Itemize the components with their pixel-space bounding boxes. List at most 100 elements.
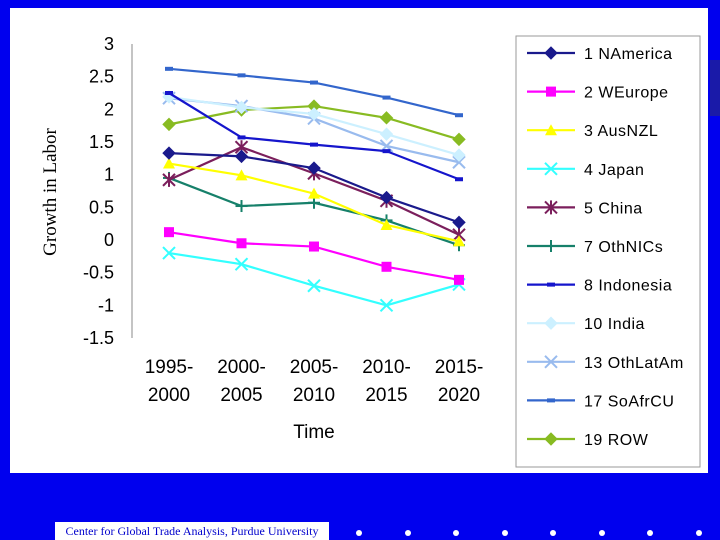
series-1-namerica [162,146,466,230]
marker-triangle [163,157,175,169]
footer-dot [695,530,702,536]
x-tick-label: 2015- [435,357,484,378]
x-tick-label: 1995- [145,357,194,378]
marker-square [546,86,556,97]
legend-label: 4 Japan [584,162,644,179]
marker-square [454,274,464,285]
x-tick-label: 2015 [365,385,407,406]
marker-dash [382,149,391,154]
marker-dash [547,282,555,287]
marker-triangle [545,124,557,136]
footer-label: Center for Global Trade Analysis, Purdue… [55,522,329,540]
series-4-japan [162,246,466,313]
legend-item: 3 AusNZL [527,123,658,140]
marker-x-stroke [307,279,321,293]
series-8-indonesia [165,91,463,182]
legend-label: 19 ROW [584,432,649,449]
legend: 1 NAmerica 2 WEurope 3 AusNZL 4 Japan 5 Chin… [527,46,684,449]
x-tick-label: 2010 [293,385,335,406]
marker-dash [455,113,463,118]
marker-diamond [307,107,321,121]
marker-diamond [234,100,249,115]
y-tick-label: 0 [104,230,114,250]
y-tick-label: -1.5 [83,328,114,348]
marker-x-stroke [379,298,394,313]
legend-item: 8 Indonesia [527,278,672,295]
series-17-soafrcu [165,66,463,118]
legend-label: 5 China [584,200,643,217]
x-axis-ticks: 1995- 2000 2000- 2005 2005- 2010 2010- 2015 2015… [145,357,484,406]
legend-label: 1 NAmerica [584,46,673,63]
marker-diamond [452,148,466,162]
marker-dash [547,398,555,403]
footer-dot [356,530,362,536]
marker-dash [237,135,246,140]
marker-dash [455,177,463,182]
marker-dash [310,142,318,147]
x-tick-label: 2005- [290,357,339,378]
marker-dash [382,95,391,100]
marker-diamond [379,127,394,141]
marker-x-stroke [452,155,466,169]
legend-item: 19 ROW [527,432,649,449]
y-tick-label: 0.5 [89,197,114,217]
marker-x-stroke [162,246,176,260]
marker-triangle [380,218,393,230]
marker-diamond [452,215,466,230]
legend-label: 2 WEurope [584,85,669,102]
marker-x-stroke [544,355,558,369]
x-tick-label: 2000- [217,357,266,378]
legend-item: 1 NAmerica [527,46,673,63]
marker-dash [237,73,246,78]
marker-diamond [544,316,558,330]
series-2-weurope [164,227,464,285]
series-line [168,251,460,307]
footer-dot [501,530,508,536]
marker-square [164,227,174,238]
marker-diamond [379,190,394,205]
series-19-row [162,99,466,147]
footer-dot [550,530,556,536]
series-line [168,231,460,281]
marker-diamond [234,149,249,164]
legend-item: 5 China [527,200,643,217]
marker-diamond [162,117,176,132]
marker-triangle [308,187,320,199]
marker-diamond [544,432,558,446]
footer-dot [453,530,459,536]
footer-dot [598,530,605,536]
marker-diamond [307,161,321,175]
marker-square [381,261,392,272]
series-3-ausnzl [163,157,465,247]
legend-item: 17 SoAfrCU [527,393,674,410]
marker-dash [165,66,173,71]
marker-diamond [162,146,176,160]
series-layer [162,66,466,313]
footer-dot [404,530,411,536]
y-tick-label: -0.5 [83,263,114,283]
edge-accent [710,60,720,116]
y-tick-label: 2 [104,99,114,119]
legend-label: 8 Indonesia [584,278,672,295]
legend-item: 10 India [527,316,644,333]
marker-diamond [452,132,466,147]
marker-square [236,238,247,249]
legend-item: 2 WEurope [527,85,669,102]
y-tick-label: -1 [98,295,114,315]
legend-item: 13 OthLatAm [527,355,684,372]
legend-box [515,35,701,468]
series-7-othnics [163,171,465,252]
marker-x-stroke [234,257,249,271]
y-axis-ticks: 3 2.5 2 1.5 1 0.5 0 -0.5 -1 -1.5 [83,34,114,348]
footer-dot [647,530,653,536]
legend-label: 7 OthNICs [584,239,663,256]
marker-x-stroke [544,162,558,176]
legend-item: 7 OthNICs [527,239,663,256]
marker-triangle [453,235,465,247]
marker-diamond [544,46,558,60]
marker-square [309,241,319,252]
legend-label: 13 OthLatAm [584,355,684,372]
legend-label: 17 SoAfrCU [584,393,674,410]
y-tick-label: 1 [104,165,114,185]
